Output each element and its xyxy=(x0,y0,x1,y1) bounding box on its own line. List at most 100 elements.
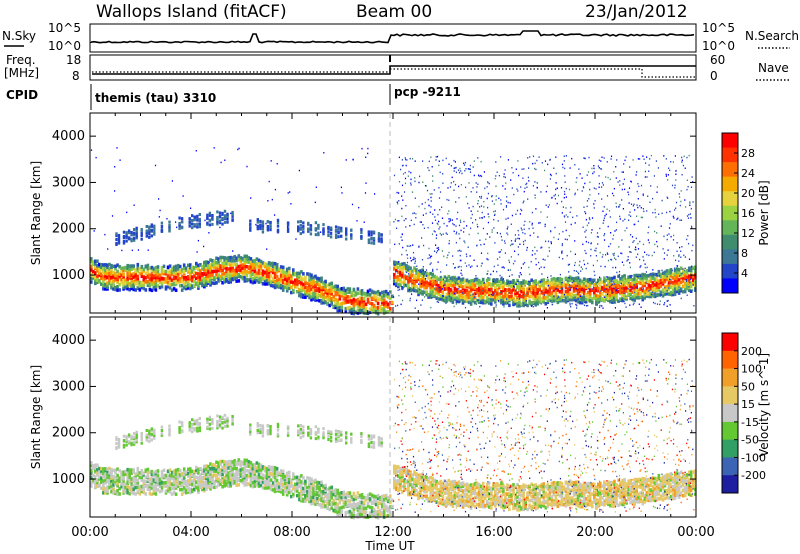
echo-cell xyxy=(516,295,519,300)
echo-cell xyxy=(110,286,113,290)
echo-cell xyxy=(615,296,618,300)
echo-cell xyxy=(374,193,376,195)
echo-cell xyxy=(122,277,125,282)
echo-cell xyxy=(405,164,407,167)
echo-cell xyxy=(153,232,156,236)
echo-cell xyxy=(307,221,310,225)
echo-cell xyxy=(576,215,578,217)
echo-cell xyxy=(132,287,135,292)
echo-cell xyxy=(314,201,316,204)
echo-cell xyxy=(249,267,253,271)
echo-cell xyxy=(694,285,697,289)
echo-cell xyxy=(502,280,505,284)
echo-cell xyxy=(189,472,192,476)
echo-cell xyxy=(604,265,606,268)
echo-cell xyxy=(494,300,497,304)
echo-cell xyxy=(170,278,174,282)
echo-cell xyxy=(98,470,101,475)
echo-cell xyxy=(674,155,676,157)
echo-cell xyxy=(461,274,463,276)
echo-cell xyxy=(632,159,634,161)
echo-cell xyxy=(596,259,598,262)
echo-cell xyxy=(653,277,657,281)
echo-cell xyxy=(470,210,472,212)
echo-cell xyxy=(195,475,198,480)
echo-cell xyxy=(414,177,416,179)
echo-cell xyxy=(681,246,683,248)
echo-cell xyxy=(605,254,607,256)
echo-cell xyxy=(651,254,653,257)
echo-cell xyxy=(469,281,473,285)
echo-cell xyxy=(263,279,267,283)
echo-cell xyxy=(398,294,400,297)
echo-cell xyxy=(556,300,560,305)
echo-cell xyxy=(498,300,500,302)
echo-cell xyxy=(166,484,170,489)
echo-cell xyxy=(649,292,653,296)
echo-cell xyxy=(479,196,481,198)
echo-cell xyxy=(431,284,434,288)
echo-cell xyxy=(666,275,668,278)
echo-cell xyxy=(561,163,564,166)
echo-cell xyxy=(547,255,549,257)
echo-cell xyxy=(651,293,653,296)
echo-cell xyxy=(255,271,259,275)
echo-cell xyxy=(496,232,498,234)
echo-cell xyxy=(367,152,369,155)
echo-cell xyxy=(564,291,568,296)
echo-cell xyxy=(362,291,366,296)
echo-cell xyxy=(287,192,289,194)
echo-cell xyxy=(548,281,552,285)
echo-cell xyxy=(164,476,168,480)
echo-cell xyxy=(554,293,558,298)
echo-cell xyxy=(580,287,584,291)
echo-cell xyxy=(640,216,642,219)
echo-cell xyxy=(633,203,635,206)
echo-cell xyxy=(694,272,697,276)
echo-cell xyxy=(249,228,252,232)
echo-cell xyxy=(688,213,690,216)
echo-cell xyxy=(156,469,160,473)
echo-cell xyxy=(502,285,505,289)
echo-cell xyxy=(146,478,150,482)
echo-cell xyxy=(604,296,606,298)
echo-cell xyxy=(427,198,429,201)
echo-cell xyxy=(429,279,432,284)
echo-cell xyxy=(140,234,143,237)
echo-cell xyxy=(110,474,113,478)
echo-cell xyxy=(297,220,300,224)
echo-cell xyxy=(330,289,333,293)
echo-cell xyxy=(528,167,530,169)
echo-cell xyxy=(694,280,697,284)
echo-cell xyxy=(655,283,659,287)
echo-cell xyxy=(191,488,194,492)
echo-cell xyxy=(549,158,551,161)
echo-cell xyxy=(318,299,321,303)
echo-cell xyxy=(154,474,158,478)
echo-cell xyxy=(263,261,267,266)
echo-cell xyxy=(475,275,477,277)
echo-cell xyxy=(160,485,164,490)
echo-cell xyxy=(191,219,194,223)
echo-cell xyxy=(443,299,447,303)
echo-cell xyxy=(98,262,101,267)
echo-cell xyxy=(417,272,420,276)
echo-cell xyxy=(330,302,333,306)
echo-cell xyxy=(532,290,535,295)
echo-cell xyxy=(442,182,444,184)
echo-cell xyxy=(492,280,495,283)
echo-cell xyxy=(684,267,686,270)
echo-cell xyxy=(472,166,474,168)
echo-cell xyxy=(405,218,407,220)
echo-cell xyxy=(178,483,182,487)
echo-cell xyxy=(118,288,121,292)
echo-cell xyxy=(613,291,616,296)
echo-cell xyxy=(377,232,381,236)
echo-cell xyxy=(378,305,382,309)
echo-cell xyxy=(585,305,588,307)
echo-cell xyxy=(372,308,376,312)
echo-cell xyxy=(522,231,524,234)
echo-cell xyxy=(586,205,588,208)
echo-cell xyxy=(591,229,593,231)
echo-cell xyxy=(563,155,565,157)
